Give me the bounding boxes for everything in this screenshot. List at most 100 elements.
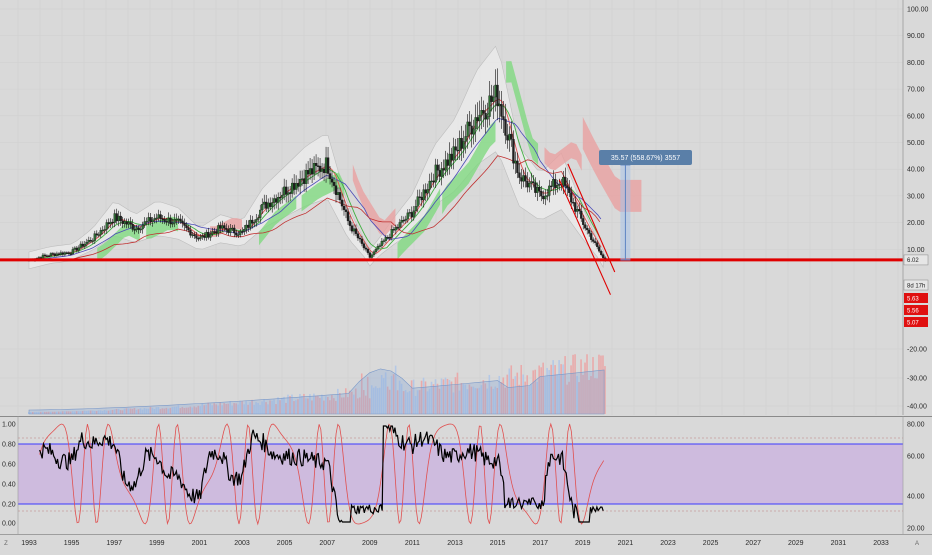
candle-body	[550, 185, 553, 188]
volume-bar	[155, 407, 158, 414]
volume-bar	[241, 401, 243, 414]
price-pane[interactable]: 35.57 (558.67%) 3557 100.00 90.00 80.00 70.…	[0, 0, 932, 415]
timezone-button[interactable]: Z	[4, 541, 8, 547]
countdown-tag	[903, 279, 929, 291]
candle-body	[171, 223, 174, 225]
candle-body	[386, 237, 390, 239]
candle-body	[289, 192, 292, 194]
candle-body	[596, 242, 599, 247]
volume-bar	[225, 403, 227, 414]
volume-bar	[566, 384, 568, 414]
osc-left-label: 0.60	[2, 462, 16, 469]
candle-body	[336, 192, 340, 195]
volume-bar	[309, 394, 311, 414]
candle-body	[249, 219, 252, 228]
volume-bar	[584, 362, 586, 414]
candle-body	[283, 186, 286, 196]
time-axis-label: 2033	[873, 540, 889, 547]
candle-body	[47, 255, 51, 257]
volume-bar	[61, 411, 64, 414]
volume-bar	[460, 382, 463, 414]
volume-bar	[193, 406, 196, 414]
candle-body	[406, 212, 409, 220]
auto-scale-button[interactable]: A	[915, 541, 919, 547]
volume-bar	[79, 411, 82, 414]
volume-bar	[342, 397, 345, 414]
candle-body	[115, 213, 118, 222]
candle-body	[348, 220, 352, 226]
volume-bar	[121, 410, 124, 414]
candle-body	[440, 168, 443, 177]
candle-body	[277, 197, 280, 203]
volume-bar	[472, 386, 475, 414]
candle-body	[350, 225, 354, 232]
candle-body	[179, 218, 182, 222]
volume-bar	[588, 379, 590, 414]
drawings[interactable]: 35.57 (558.67%) 3557	[0, 150, 903, 295]
volume-bar	[364, 395, 367, 414]
candle-body	[197, 238, 200, 240]
trendline-lower[interactable]	[558, 179, 611, 295]
candle-body	[93, 233, 96, 241]
candle-body	[498, 104, 501, 107]
candle-body	[195, 235, 198, 239]
volume-bar	[201, 403, 204, 414]
candle-body	[161, 218, 164, 220]
candle-body	[464, 136, 467, 142]
candle-body	[554, 179, 557, 188]
candle-body	[374, 249, 378, 253]
volume-bar	[245, 400, 247, 414]
candle-body	[510, 133, 513, 140]
candle-body	[263, 201, 266, 205]
candle-body	[285, 186, 288, 195]
ma-slow	[35, 117, 602, 260]
volume-bar	[125, 408, 128, 414]
candle-body	[273, 198, 276, 203]
volume-bar	[243, 404, 245, 414]
time-axis[interactable]: 1993 1995 1997 1999 2001 2003 2005 2007 2009 2011…	[0, 534, 932, 550]
volume-bar	[219, 402, 221, 414]
candle-body	[448, 153, 451, 166]
volume-bar	[358, 397, 361, 414]
volume-bar	[235, 403, 237, 414]
red-price-tag	[904, 317, 928, 327]
volume-bar	[133, 407, 136, 414]
candle-body	[139, 228, 142, 231]
volume-bar	[548, 370, 550, 414]
candle-body	[544, 195, 547, 200]
time-axis-label: 1997	[106, 540, 122, 547]
oscillator-pane[interactable]: 1.00 0.80 0.60 0.40 0.20 0.00 80.00 60.00 40.00 2…	[0, 416, 932, 534]
time-axis-label: 2009	[362, 540, 378, 547]
candle-body	[59, 252, 63, 255]
price-axis-label: 80.00	[907, 60, 925, 67]
candle-body	[600, 251, 603, 255]
candle-body	[219, 225, 222, 229]
volume-bar	[544, 376, 546, 414]
candle-body	[155, 217, 158, 220]
candle-body	[516, 160, 519, 173]
time-axis-label: 2025	[703, 540, 719, 547]
volume-bar	[384, 372, 387, 414]
candle-body	[580, 210, 583, 219]
candle-body	[187, 227, 190, 231]
oscillator-chart[interactable]: 1.00 0.80 0.60 0.40 0.20 0.00 80.00 60.00 40.00 2…	[0, 416, 932, 534]
volume-bar	[51, 411, 54, 414]
volume-bar	[253, 404, 255, 414]
volume-bar	[165, 407, 168, 414]
volume-bar	[402, 391, 405, 414]
candle-body	[169, 217, 172, 225]
time-axis-label: 1995	[64, 540, 80, 547]
candle-body	[83, 243, 86, 247]
candle-body	[109, 221, 112, 225]
candle-body	[376, 246, 380, 250]
candle-body	[496, 84, 499, 107]
price-chart[interactable]: 35.57 (558.67%) 3557 100.00 90.00 80.00 70.…	[0, 0, 932, 415]
trendline-upper[interactable]	[567, 163, 616, 273]
measure-label-box[interactable]	[599, 150, 692, 165]
price-axis[interactable]: 100.00 90.00 80.00 70.00 60.00 50.00 40.00 30.0…	[902, 0, 929, 415]
candle-body	[107, 222, 110, 225]
volume-bar	[526, 375, 529, 414]
red-price-tag	[904, 305, 928, 315]
candle-body	[163, 219, 166, 222]
volume-bar	[55, 411, 58, 414]
